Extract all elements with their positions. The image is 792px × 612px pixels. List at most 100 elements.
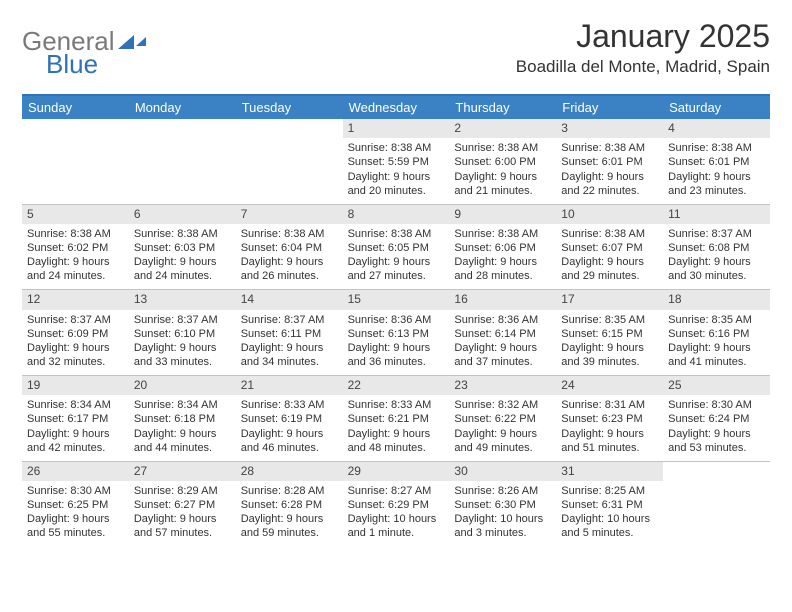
day-cell: 19Sunrise: 8:34 AMSunset: 6:17 PMDayligh… <box>22 376 129 461</box>
dl2-text: and 33 minutes. <box>134 355 231 369</box>
dl1-text: Daylight: 9 hours <box>348 170 445 184</box>
week-row: 19Sunrise: 8:34 AMSunset: 6:17 PMDayligh… <box>22 376 770 462</box>
sunset-text: Sunset: 6:02 PM <box>27 241 124 255</box>
day-cell: 25 Sunrise: 8:30 AMSunset: 6:24 PMDayligh… <box>663 376 770 461</box>
sunrise-text: Sunrise: 8:30 AM <box>668 398 765 412</box>
dl1-text: Daylight: 9 hours <box>348 255 445 269</box>
day-cell: 15Sunrise: 8:36 AMSunset: 6:13 PMDayligh… <box>343 290 450 375</box>
sunset-text: Sunset: 6:14 PM <box>454 327 551 341</box>
sunset-text: Sunset: 5:59 PM <box>348 155 445 169</box>
day-number: 31 <box>556 462 663 481</box>
day-number: 6 <box>129 205 236 224</box>
sunrise-text: Sunrise: 8:38 AM <box>561 227 658 241</box>
dl1-text: Daylight: 9 hours <box>454 427 551 441</box>
day-number: 29 <box>343 462 450 481</box>
dl1-text: Daylight: 9 hours <box>27 427 124 441</box>
logo-sail-icon <box>136 37 146 46</box>
day-cell <box>663 462 770 547</box>
day-number: 7 <box>236 205 343 224</box>
sunrise-text: Sunrise: 8:26 AM <box>454 484 551 498</box>
dayname: Saturday <box>663 96 770 119</box>
dl1-text: Daylight: 9 hours <box>454 255 551 269</box>
day-cell: 11Sunrise: 8:37 AMSunset: 6:08 PMDayligh… <box>663 205 770 290</box>
sunrise-text: Sunrise: 8:25 AM <box>561 484 658 498</box>
dl1-text: Daylight: 9 hours <box>134 427 231 441</box>
sunset-text: Sunset: 6:24 PM <box>668 412 765 426</box>
day-number: 1 <box>343 119 450 138</box>
day-cell <box>22 119 129 204</box>
day-number: 30 <box>449 462 556 481</box>
dl2-text: and 53 minutes. <box>668 441 765 455</box>
sunset-text: Sunset: 6:17 PM <box>27 412 124 426</box>
day-cell: 10Sunrise: 8:38 AMSunset: 6:07 PMDayligh… <box>556 205 663 290</box>
day-number: 25 <box>663 376 770 395</box>
day-cell: 14Sunrise: 8:37 AMSunset: 6:11 PMDayligh… <box>236 290 343 375</box>
day-cell: 5Sunrise: 8:38 AMSunset: 6:02 PMDaylight… <box>22 205 129 290</box>
sunrise-text: Sunrise: 8:36 AM <box>348 313 445 327</box>
day-number: 3 <box>556 119 663 138</box>
sunrise-text: Sunrise: 8:38 AM <box>348 141 445 155</box>
sunset-text: Sunset: 6:16 PM <box>668 327 765 341</box>
day-number: 18 <box>663 290 770 309</box>
dl1-text: Daylight: 9 hours <box>348 427 445 441</box>
sunset-text: Sunset: 6:01 PM <box>561 155 658 169</box>
day-cell: 18Sunrise: 8:35 AMSunset: 6:16 PMDayligh… <box>663 290 770 375</box>
sunrise-text: Sunrise: 8:37 AM <box>134 313 231 327</box>
dl2-text: and 23 minutes. <box>668 184 765 198</box>
day-number: 20 <box>129 376 236 395</box>
dayname: Friday <box>556 96 663 119</box>
sunrise-text: Sunrise: 8:38 AM <box>454 227 551 241</box>
dl2-text: and 59 minutes. <box>241 526 338 540</box>
day-cell: 2Sunrise: 8:38 AMSunset: 6:00 PMDaylight… <box>449 119 556 204</box>
day-number: 17 <box>556 290 663 309</box>
week-row: 12Sunrise: 8:37 AMSunset: 6:09 PMDayligh… <box>22 290 770 376</box>
sunset-text: Sunset: 6:11 PM <box>241 327 338 341</box>
dl2-text: and 37 minutes. <box>454 355 551 369</box>
dl2-text: and 48 minutes. <box>348 441 445 455</box>
sunset-text: Sunset: 6:18 PM <box>134 412 231 426</box>
title-block: January 2025 Boadilla del Monte, Madrid,… <box>516 18 770 77</box>
sunrise-text: Sunrise: 8:38 AM <box>561 141 658 155</box>
dl1-text: Daylight: 9 hours <box>668 427 765 441</box>
dl2-text: and 24 minutes. <box>134 269 231 283</box>
dayname: Tuesday <box>236 96 343 119</box>
sunset-text: Sunset: 6:15 PM <box>561 327 658 341</box>
week-row: 1Sunrise: 8:38 AMSunset: 5:59 PMDaylight… <box>22 119 770 205</box>
sunrise-text: Sunrise: 8:38 AM <box>668 141 765 155</box>
day-cell <box>129 119 236 204</box>
week-row: 5Sunrise: 8:38 AMSunset: 6:02 PMDaylight… <box>22 205 770 291</box>
dl1-text: Daylight: 9 hours <box>27 341 124 355</box>
dl1-text: Daylight: 9 hours <box>348 341 445 355</box>
dl1-text: Daylight: 9 hours <box>134 512 231 526</box>
sunrise-text: Sunrise: 8:33 AM <box>241 398 338 412</box>
dl2-text: and 49 minutes. <box>454 441 551 455</box>
sunrise-text: Sunrise: 8:34 AM <box>134 398 231 412</box>
day-cell: 30Sunrise: 8:26 AMSunset: 6:30 PMDayligh… <box>449 462 556 547</box>
day-number: 28 <box>236 462 343 481</box>
sunset-text: Sunset: 6:10 PM <box>134 327 231 341</box>
sunrise-text: Sunrise: 8:38 AM <box>454 141 551 155</box>
dl2-text: and 44 minutes. <box>134 441 231 455</box>
sunrise-text: Sunrise: 8:30 AM <box>27 484 124 498</box>
sunrise-text: Sunrise: 8:28 AM <box>241 484 338 498</box>
sunset-text: Sunset: 6:01 PM <box>668 155 765 169</box>
dl2-text: and 3 minutes. <box>454 526 551 540</box>
dl1-text: Daylight: 9 hours <box>27 255 124 269</box>
dl2-text: and 39 minutes. <box>561 355 658 369</box>
sunset-text: Sunset: 6:04 PM <box>241 241 338 255</box>
dl2-text: and 27 minutes. <box>348 269 445 283</box>
day-cell: 7Sunrise: 8:38 AMSunset: 6:04 PMDaylight… <box>236 205 343 290</box>
dl2-text: and 29 minutes. <box>561 269 658 283</box>
day-number: 5 <box>22 205 129 224</box>
dl1-text: Daylight: 10 hours <box>561 512 658 526</box>
sunset-text: Sunset: 6:28 PM <box>241 498 338 512</box>
dl1-text: Daylight: 9 hours <box>668 170 765 184</box>
dl1-text: Daylight: 9 hours <box>241 341 338 355</box>
sunrise-text: Sunrise: 8:35 AM <box>561 313 658 327</box>
dl2-text: and 42 minutes. <box>27 441 124 455</box>
dl1-text: Daylight: 9 hours <box>241 427 338 441</box>
dl1-text: Daylight: 9 hours <box>454 341 551 355</box>
dl2-text: and 26 minutes. <box>241 269 338 283</box>
sunset-text: Sunset: 6:07 PM <box>561 241 658 255</box>
day-cell: 1 Sunrise: 8:38 AMSunset: 5:59 PMDaylight… <box>343 119 450 204</box>
